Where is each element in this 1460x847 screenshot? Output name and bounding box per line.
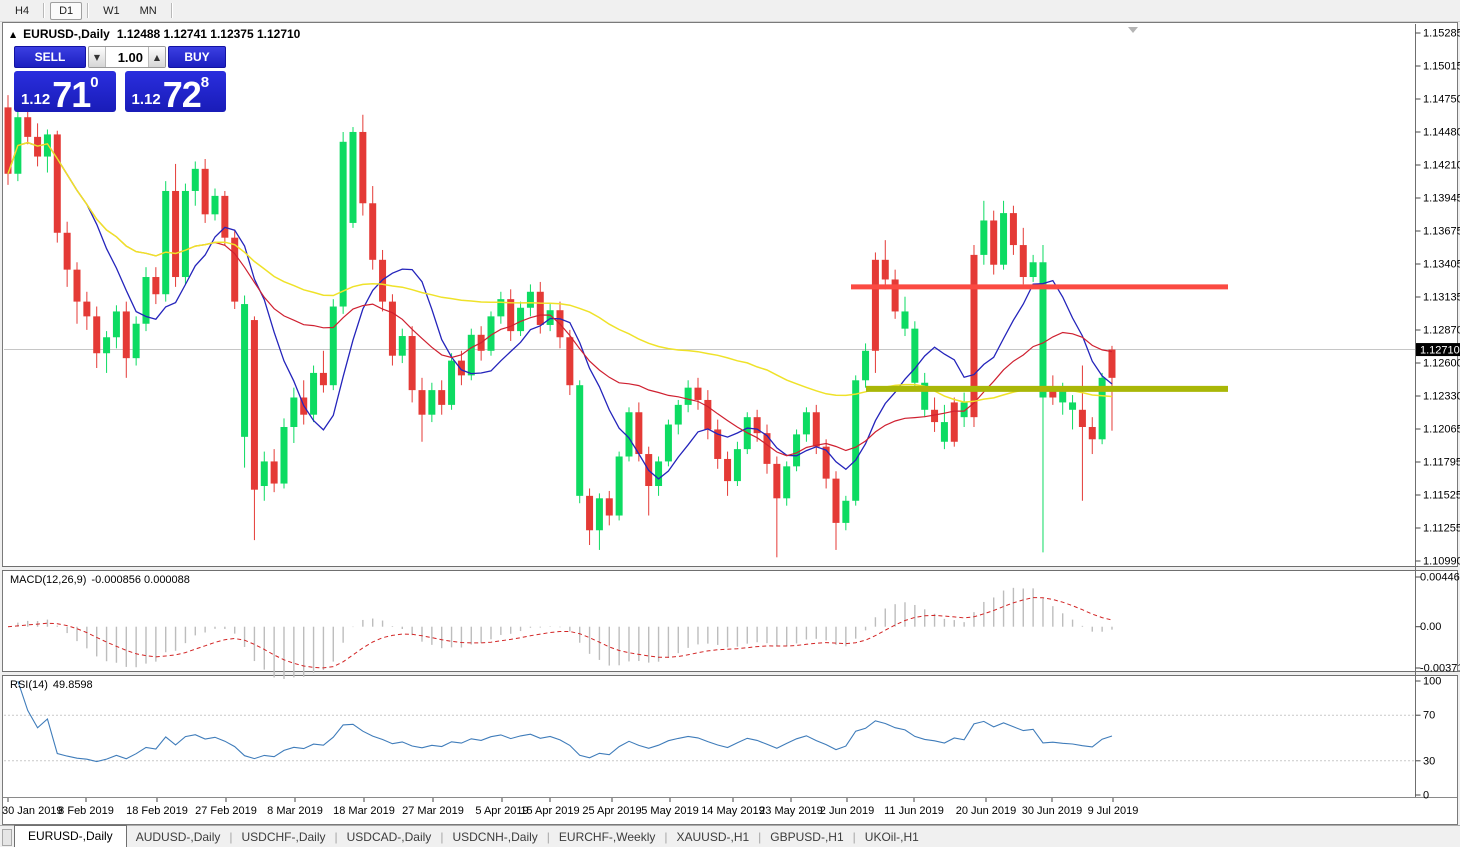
tab-bar-grip[interactable]: [2, 829, 12, 846]
sell-price-big: 71: [52, 74, 91, 115]
rsi-panel-splitter[interactable]: [2, 671, 1458, 676]
one-click-trade-panel: SELL ▼ ▲ BUY 1.12 71 0 1.12 72 8: [14, 46, 226, 115]
macd-indicator-label: MACD(12,26,9) -0.000856 0.000088: [10, 574, 190, 586]
tab-separator: |: [440, 830, 444, 844]
chart-title: ▲ EURUSD-,Daily 1.12488 1.12741 1.12375 …: [10, 27, 300, 41]
buy-price-superscript: 8: [200, 74, 210, 91]
date-axis-border: [3, 797, 1457, 798]
chart-tab-audusd[interactable]: AUDUSD-,Daily: [135, 830, 221, 844]
buy-price-big: 72: [162, 74, 202, 115]
buy-price-prefix: 1.12: [131, 91, 161, 108]
timeframe-toolbar: H4 D1 W1 MN: [0, 0, 1460, 22]
rsi-name: RSI(14): [10, 679, 48, 691]
toolbar-separator: [170, 3, 173, 18]
buy-price-box[interactable]: 1.12 72 8: [124, 71, 226, 115]
chart-tab-eurchf[interactable]: EURCHF-,Weekly: [558, 830, 656, 844]
buy-button[interactable]: BUY: [168, 46, 226, 68]
symbol-tab-bar: EURUSD-,Daily AUDUSD-,Daily | USDCHF-,Daily…: [0, 825, 1460, 847]
chart-tab-usdcnh[interactable]: USDCNH-,Daily: [452, 830, 538, 844]
timeframe-button-w1[interactable]: W1: [103, 4, 120, 17]
toolbar-separator: [87, 3, 90, 18]
chart-tab-eurusd[interactable]: EURUSD-,Daily: [14, 825, 127, 847]
rsi-value: 49.8598: [52, 679, 93, 691]
tab-separator: |: [664, 830, 668, 844]
chart-tab-gbpusd[interactable]: GBPUSD-,H1: [770, 830, 844, 844]
timeframe-button-mn[interactable]: MN: [139, 4, 157, 17]
chart-tab-usdchf[interactable]: USDCHF-,Daily: [241, 830, 326, 844]
sell-price-box[interactable]: 1.12 71 0: [14, 71, 116, 115]
timeframe-button-h4[interactable]: H4: [15, 4, 30, 17]
chart-symbol-label: EURUSD-,Daily: [23, 27, 110, 41]
macd-values: -0.000856 0.000088: [91, 574, 190, 586]
chart-window[interactable]: [2, 22, 1458, 825]
tab-separator: |: [229, 830, 233, 844]
chart-tab-ukoil[interactable]: UKOil-,H1: [864, 830, 919, 844]
tab-separator: |: [852, 830, 856, 844]
macd-name: MACD(12,26,9): [10, 574, 87, 586]
volume-increase-icon[interactable]: ▲: [148, 47, 165, 67]
sell-price-superscript: 0: [90, 74, 99, 91]
tab-separator: |: [334, 830, 338, 844]
tab-separator: |: [546, 830, 550, 844]
chart-ohlc-values: 1.12488 1.12741 1.12375 1.12710: [116, 27, 301, 41]
chart-tab-usdcad[interactable]: USDCAD-,Daily: [346, 830, 432, 844]
chart-tab-xauusd[interactable]: XAUUSD-,H1: [676, 830, 750, 844]
timeframe-button-d1[interactable]: D1: [50, 1, 83, 20]
sell-button[interactable]: SELL: [14, 46, 86, 68]
rsi-indicator-label: RSI(14) 49.8598: [10, 679, 93, 691]
macd-panel-splitter[interactable]: [2, 566, 1458, 571]
collapse-chart-icon[interactable]: ▲: [10, 29, 17, 39]
sell-price-prefix: 1.12: [21, 91, 51, 108]
volume-input[interactable]: [106, 47, 148, 67]
toolbar-separator: [43, 3, 46, 18]
volume-decrease-icon[interactable]: ▼: [89, 47, 106, 67]
volume-spinner: ▼ ▲: [88, 46, 166, 68]
tab-separator: |: [758, 830, 762, 844]
